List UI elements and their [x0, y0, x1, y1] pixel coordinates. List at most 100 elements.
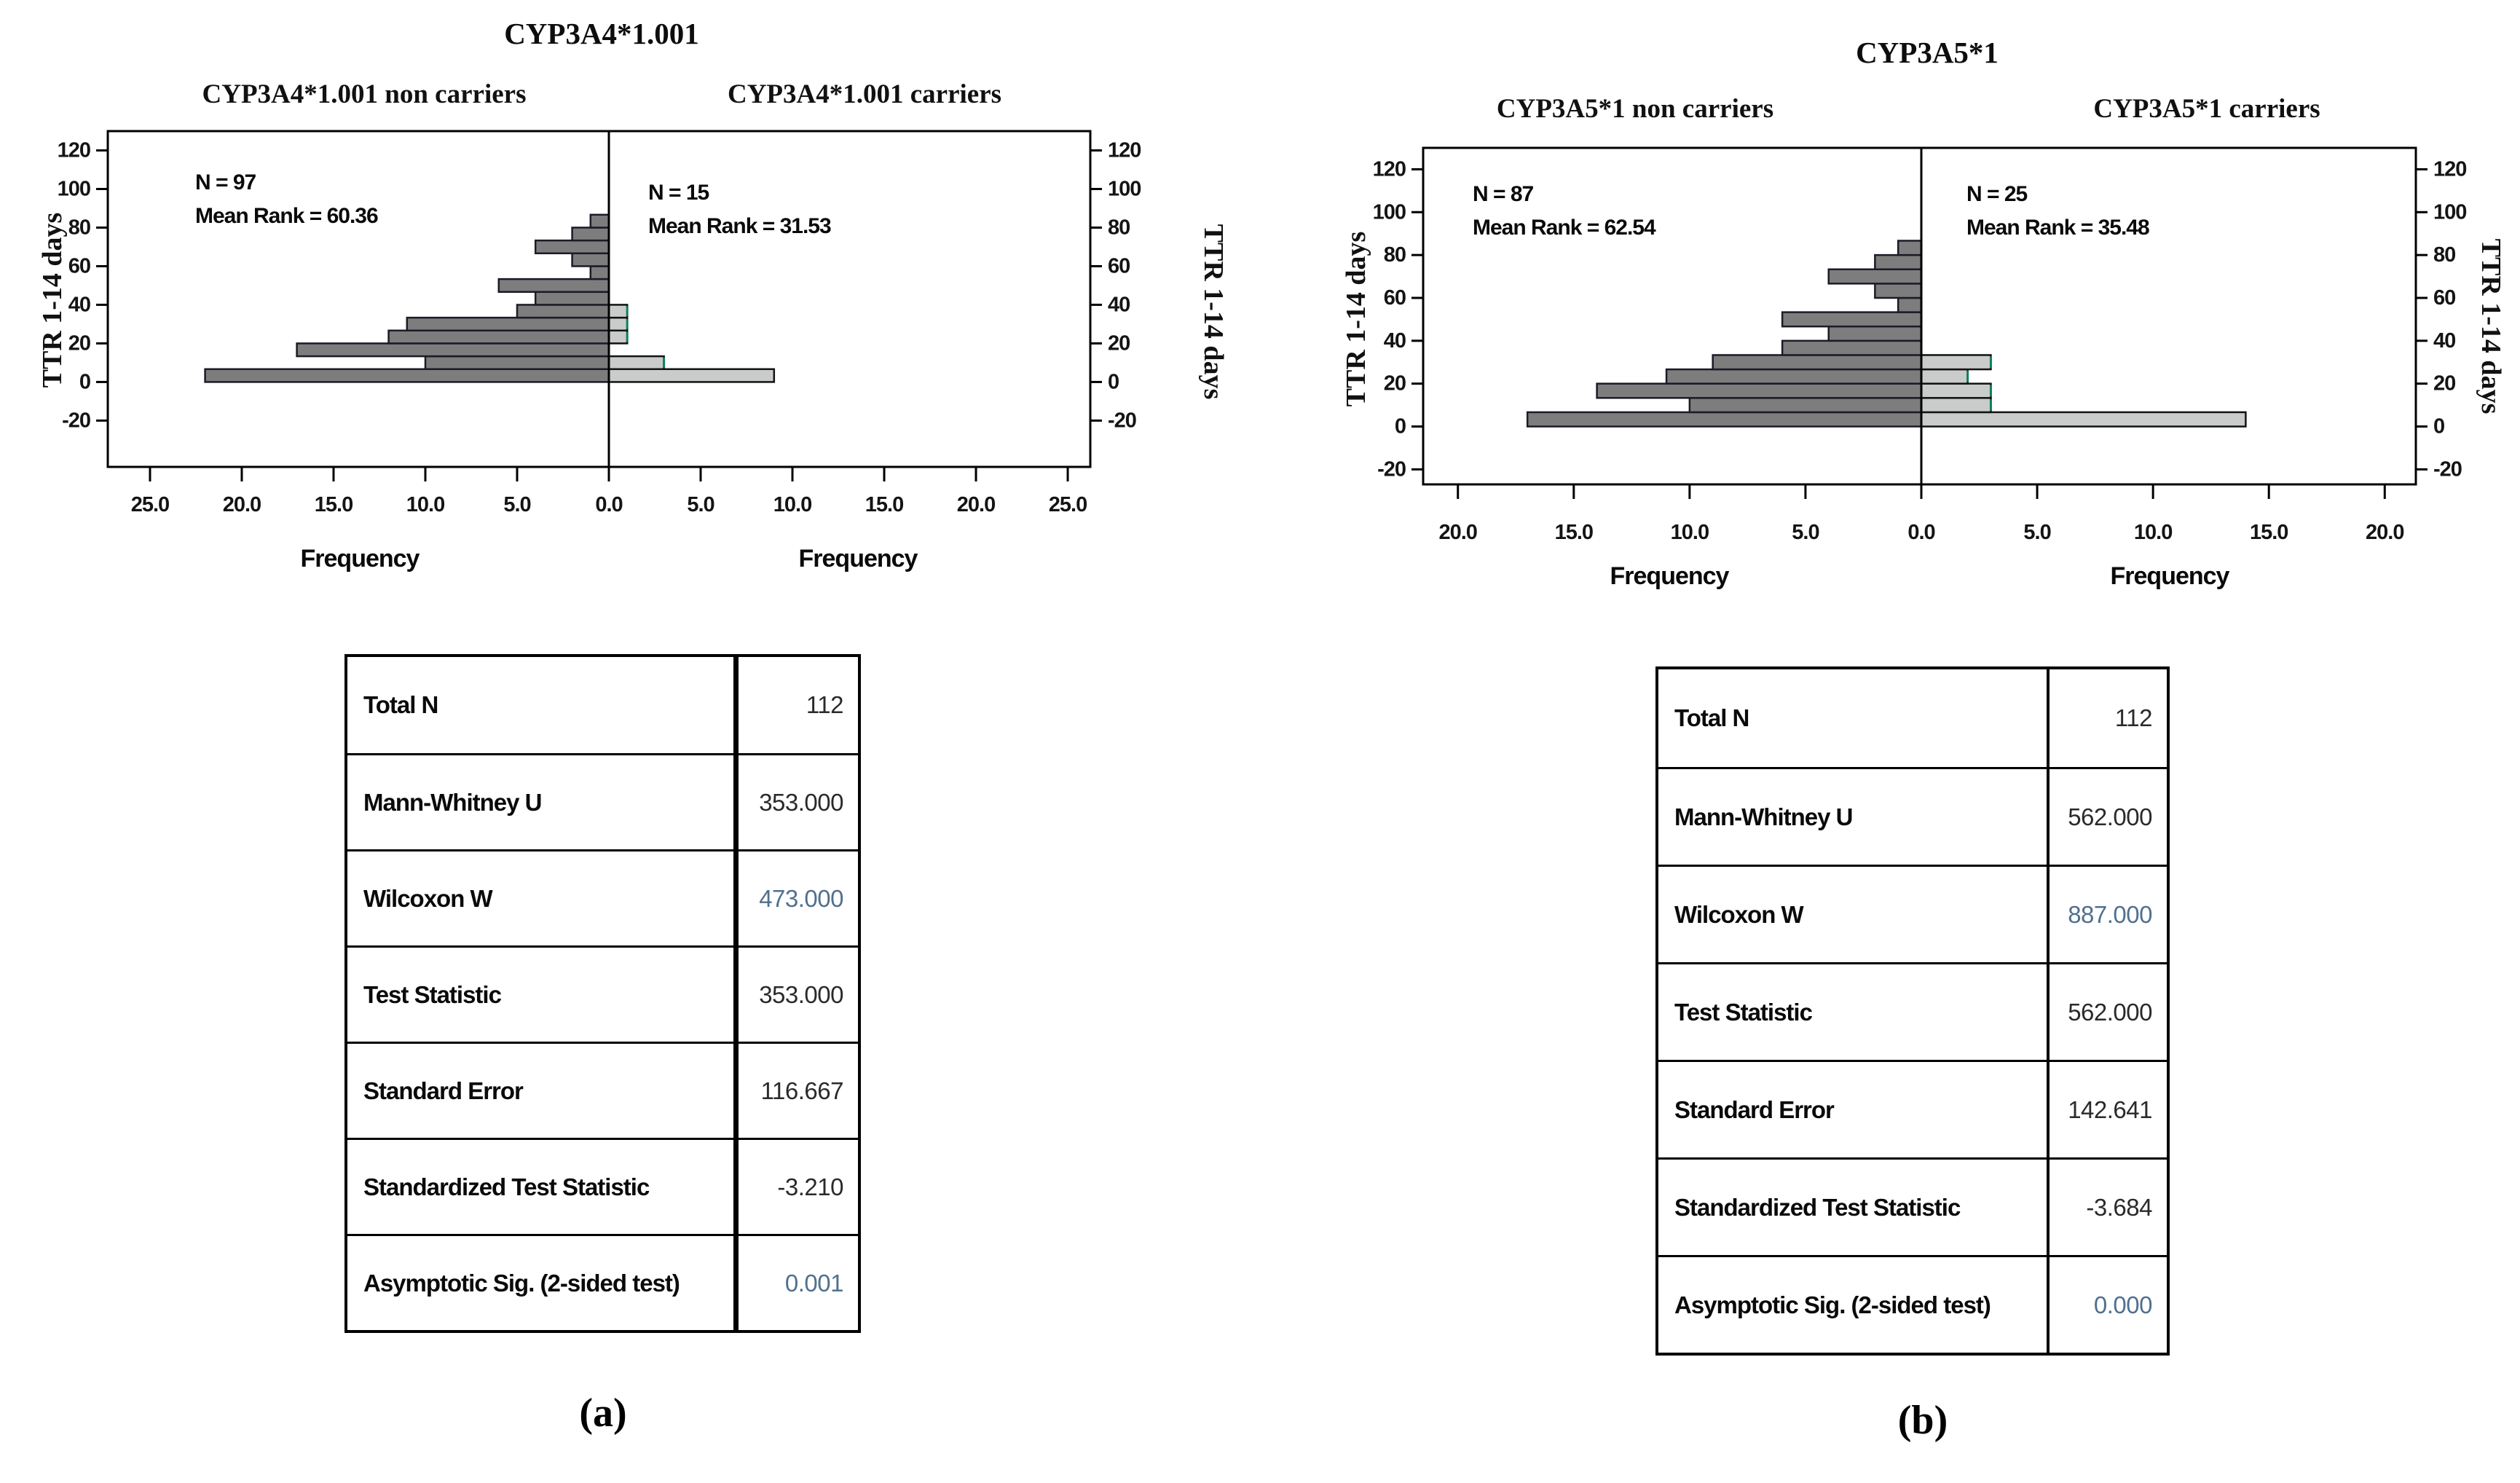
histogram-bar-noncarriers — [1827, 268, 1923, 285]
figure-b-right-x-axis-label: Frequency — [2110, 562, 2230, 590]
histogram-bar-noncarriers — [1526, 411, 1923, 428]
figure-a-left-x-axis-label: Frequency — [300, 545, 420, 573]
table-row: Standardized Test Statistic -3.210 — [347, 1138, 858, 1234]
histogram-bar-carriers — [607, 316, 629, 332]
y-tick-label-right: 120 — [2433, 157, 2466, 181]
annotation-mean-rank: Mean Rank = 31.53 — [648, 214, 832, 238]
histogram-bar-noncarriers — [1874, 253, 1923, 270]
table-row: Total N 112 — [347, 657, 858, 753]
y-tick-label-left: 100 — [1373, 200, 1406, 224]
histogram-bar-noncarriers — [534, 291, 610, 306]
histogram-bar-noncarriers — [406, 316, 610, 332]
table-row: Standard Error 142.641 — [1658, 1060, 2167, 1157]
figure-b-title: CYP3A5*1 — [1856, 36, 1999, 69]
x-tick-label: 0.0 — [595, 493, 622, 516]
histogram-bar-noncarriers — [1781, 311, 1923, 328]
y-tick-label-left: 20 — [1384, 372, 1406, 396]
y-tick-label-left: 80 — [1384, 243, 1406, 267]
x-tick-label: 15.0 — [1555, 521, 1593, 544]
table-row-label: Asymptotic Sig. (2-sided test) — [347, 1236, 739, 1330]
y-tick-label-right: 40 — [1108, 293, 1130, 316]
histogram-bar-carriers — [607, 329, 629, 345]
table-row-value: 112 — [2114, 704, 2153, 731]
table-row-label: Mann-Whitney U — [347, 755, 739, 849]
histogram-bar-noncarriers — [424, 355, 610, 371]
table-row-value: -3.210 — [777, 1173, 843, 1200]
table-row: Test Statistic 353.000 — [347, 945, 858, 1042]
table-row-value: 116.667 — [760, 1077, 844, 1104]
y-tick-label-left: 20 — [68, 331, 90, 355]
y-tick-label-left: 40 — [68, 293, 90, 316]
table-row: Standard Error 116.667 — [347, 1042, 858, 1138]
table-row-label: Asymptotic Sig. (2-sided test) — [1658, 1257, 2050, 1353]
histogram-bar-noncarriers — [1596, 382, 1923, 399]
y-tick-label-left: 120 — [58, 138, 90, 162]
figure-b-caption: (b) — [1897, 1398, 1948, 1443]
annotation-n: N = 25 — [1966, 182, 2028, 206]
histogram-bar-noncarriers — [1874, 283, 1923, 299]
y-tick-label-left: -20 — [1377, 457, 1406, 481]
table-row-value: 353.000 — [759, 788, 843, 816]
y-tick-label-right: 100 — [2433, 200, 2466, 224]
table-row-label: Standard Error — [347, 1044, 739, 1138]
x-tick-label: 5.0 — [1792, 521, 1819, 544]
y-tick-label-right: 0 — [1108, 370, 1119, 393]
x-tick-label: 10.0 — [2134, 521, 2172, 544]
table-row: Asymptotic Sig. (2-sided test) 0.001 — [347, 1234, 858, 1330]
histogram-bar-noncarriers — [1897, 296, 1923, 313]
table-row-label: Mann-Whitney U — [1658, 769, 2050, 865]
annotation-n: N = 15 — [648, 181, 709, 205]
y-tick-label-left: 60 — [1384, 286, 1406, 310]
table-row-value: 353.000 — [759, 980, 843, 1008]
table-row-value: 142.641 — [2068, 1095, 2152, 1123]
y-tick-label-right: 120 — [1108, 138, 1141, 162]
table-row-label: Wilcoxon W — [1658, 867, 2050, 962]
mann-whitney-table-b: Total N 112 Mann-Whitney U 562.000 Wilcoxon … — [1655, 666, 2170, 1356]
y-tick-label-right: 20 — [1108, 331, 1130, 355]
table-row-label: Test Statistic — [347, 948, 739, 1042]
x-tick-label: 5.0 — [687, 493, 714, 516]
histogram-bar-carriers — [1920, 354, 1992, 371]
figure-b-right-y-axis-label: TTR 1-14 days — [2476, 238, 2506, 414]
y-tick-label-right: 100 — [1108, 177, 1141, 200]
histogram-bar-noncarriers — [1897, 240, 1923, 256]
table-row-value: 0.000 — [2093, 1291, 2153, 1318]
x-tick-label: 0.0 — [1907, 521, 1934, 544]
table-row-label: Wilcoxon W — [347, 851, 739, 945]
histogram-bar-noncarriers — [516, 304, 610, 319]
histogram-bar-carriers — [607, 304, 629, 319]
y-tick-label-right: 20 — [2433, 372, 2455, 396]
y-tick-label-left: 60 — [68, 254, 90, 278]
table-row-label: Test Statistic — [1658, 964, 2050, 1060]
table-row-label: Standard Error — [1658, 1062, 2050, 1157]
y-tick-label-right: 80 — [1108, 216, 1130, 239]
histogram-bar-noncarriers — [387, 329, 610, 345]
histogram-bar-noncarriers — [204, 368, 610, 383]
table-row: Wilcoxon W 473.000 — [347, 849, 858, 945]
x-tick-label: 20.0 — [1438, 521, 1476, 544]
pyramid-charts-canvas: 120 120 100 100 80 80 60 60 40 40 20 20 0 0 -20 -20 25.0… — [58, 130, 2467, 544]
table-row-value: 887.000 — [2068, 900, 2152, 928]
annotation-mean-rank: Mean Rank = 62.54 — [1473, 216, 1656, 240]
x-tick-label: 25.0 — [1049, 493, 1087, 516]
figure-a-noncarriers-annotation: N = 97 Mean Rank = 60.36 — [195, 166, 379, 233]
y-tick-label-right: 80 — [2433, 243, 2455, 267]
table-row: Test Statistic 562.000 — [1658, 962, 2167, 1060]
figure-a-title: CYP3A4*1.001 — [504, 17, 699, 50]
histogram-bar-noncarriers — [571, 252, 610, 267]
mann-whitney-table-a: Total N 112 Mann-Whitney U 353.000 Wilcoxon … — [344, 654, 861, 1333]
histogram-bar-noncarriers — [296, 342, 610, 358]
table-row-value: 473.000 — [759, 884, 843, 912]
figure-b-carriers-annotation: N = 25 Mean Rank = 35.48 — [1966, 178, 2150, 245]
figure-a-right-y-axis-label: TTR 1-14 days — [1198, 224, 1229, 400]
x-tick-label: 15.0 — [315, 493, 353, 516]
histogram-bar-noncarriers — [1827, 325, 1923, 342]
table-row: Wilcoxon W 887.000 — [1658, 865, 2167, 962]
histogram-bar-noncarriers — [497, 278, 610, 294]
figure-a-carriers-annotation: N = 15 Mean Rank = 31.53 — [648, 176, 832, 243]
figure-a-caption: (a) — [579, 1390, 627, 1436]
x-tick-label: 20.0 — [957, 493, 995, 516]
figure-b-left-panel-title: CYP3A5*1 non carriers — [1496, 94, 1774, 124]
histogram-bar-carriers — [1920, 368, 1969, 385]
